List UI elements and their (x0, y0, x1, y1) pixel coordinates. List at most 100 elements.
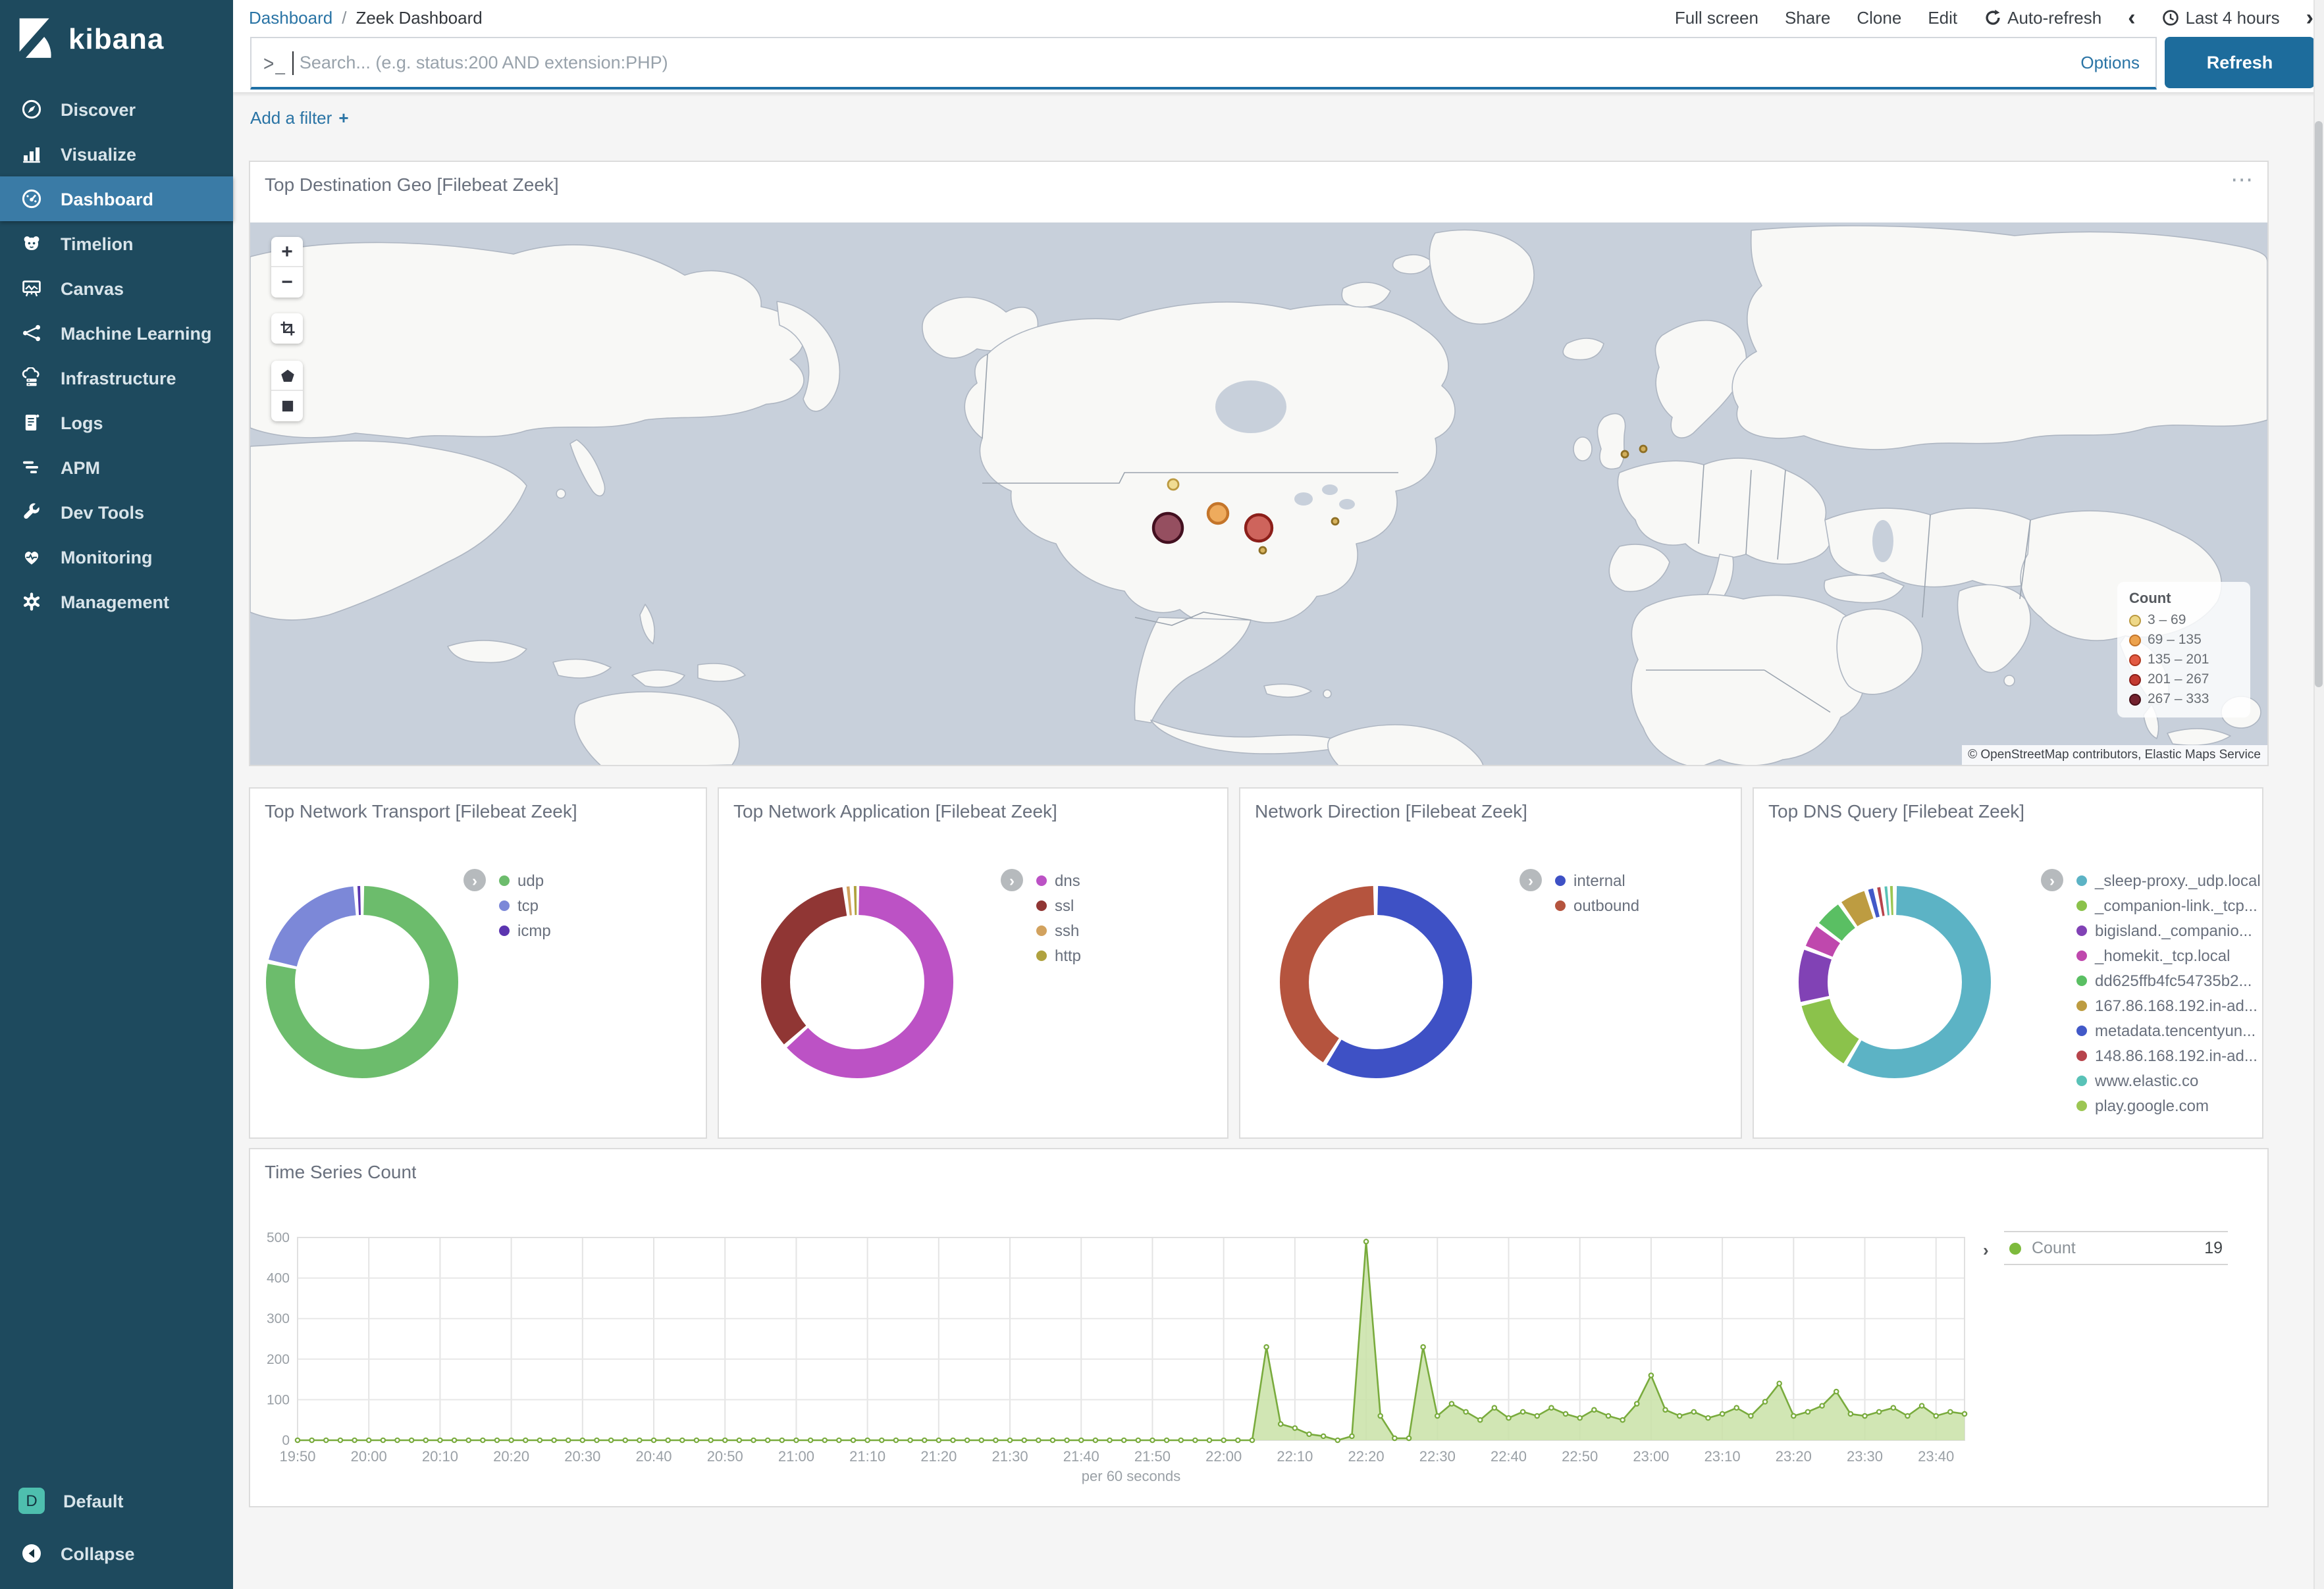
sidebar-bottom: D Default Collapse (0, 1478, 233, 1576)
legend-item[interactable]: tcp (499, 893, 551, 918)
collapse-button[interactable]: Collapse (0, 1531, 233, 1576)
data-point-marker (1206, 1437, 1213, 1444)
pie-slice-outbound[interactable] (1280, 886, 1472, 1078)
scrollbar-track[interactable] (2313, 0, 2324, 1589)
map-crop-button[interactable] (271, 313, 303, 344)
legend-expand-icon[interactable]: › (1983, 1240, 1989, 1260)
data-point-marker (551, 1437, 557, 1444)
geo-point[interactable] (1167, 478, 1180, 491)
top-menu-share[interactable]: Share (1784, 7, 1831, 27)
legend-item[interactable]: www.elastic.co (2076, 1068, 2261, 1093)
legend-color-dot (2076, 1100, 2087, 1110)
sidebar-item-logs[interactable]: Logs (0, 400, 233, 445)
legend-item[interactable]: ssh (1036, 918, 1081, 943)
series-name[interactable]: Count (2032, 1239, 2076, 1257)
pie-slice-dns[interactable] (761, 886, 953, 1078)
legend-item[interactable]: metadata.tencentyun... (2076, 1018, 2261, 1043)
data-point-marker (1662, 1407, 1668, 1413)
sidebar-item-visualize[interactable]: Visualize (0, 132, 233, 176)
legend-item[interactable]: 148.86.168.192.in-ad... (2076, 1043, 2261, 1068)
space-switcher-default[interactable]: D Default (0, 1478, 233, 1523)
add-filter-link[interactable]: Add a filter (250, 107, 332, 127)
sidebar-item-monitoring[interactable]: Monitoring (0, 534, 233, 579)
sidebar-item-timelion[interactable]: Timelion (0, 221, 233, 266)
sidebar-item-management[interactable]: Management (0, 579, 233, 624)
legend-color-dot (2076, 1050, 2087, 1060)
legend-expand-icon[interactable]: › (1001, 869, 1023, 891)
geo-point[interactable] (1151, 511, 1184, 544)
map-draw-rectangle-button[interactable] (271, 391, 303, 421)
map-zoom-out-button[interactable]: − (281, 271, 293, 294)
pie-slice-internal[interactable] (1280, 886, 1472, 1078)
legend-expand-icon[interactable]: › (2041, 869, 2063, 891)
legend-item[interactable]: play.google.com (2076, 1093, 2261, 1118)
legend-item[interactable]: outbound (1555, 893, 1639, 918)
map-viewport[interactable]: + − Count (250, 222, 2267, 765)
search-input[interactable] (296, 51, 2081, 74)
options-link[interactable]: Options (2080, 53, 2140, 72)
sidebar-item-dev-tools[interactable]: Dev Tools (0, 490, 233, 534)
geo-point[interactable] (1244, 513, 1274, 543)
map-draw-polygon-button[interactable] (271, 361, 303, 391)
auto-refresh-label: Auto-refresh (2007, 7, 2102, 27)
bucket-range-label: 135 – 201 (2148, 652, 2209, 667)
legend-item[interactable]: udp (499, 868, 551, 893)
data-point-marker (294, 1437, 301, 1444)
top-menu-clone[interactable]: Clone (1857, 7, 1902, 27)
top-menu-full-screen[interactable]: Full screen (1674, 7, 1758, 27)
top-menu-edit[interactable]: Edit (1928, 7, 1958, 27)
time-range-picker[interactable]: Last 4 hours (2162, 7, 2280, 27)
geo-point[interactable] (1620, 450, 1629, 459)
sidebar-item-dashboard[interactable]: Dashboard (0, 176, 233, 221)
pie-slice-bigisland._companio...[interactable] (1799, 886, 1991, 1078)
legend-item[interactable]: 167.86.168.192.in-ad... (2076, 993, 2261, 1018)
auto-refresh-button[interactable]: Auto-refresh (1984, 7, 2101, 27)
legend-item[interactable]: dns (1036, 868, 1081, 893)
time-prev-button[interactable]: ‹ (2128, 5, 2136, 30)
sidebar-item-machine-learning[interactable]: Machine Learning (0, 311, 233, 355)
legend-expand-icon[interactable]: › (463, 869, 486, 891)
legend-expand-icon[interactable]: › (1519, 869, 1542, 891)
legend-item[interactable]: internal (1555, 868, 1639, 893)
sidebar-item-label: Dashboard (61, 189, 154, 209)
map-zoom-in-button[interactable]: + (271, 237, 303, 267)
bucket-color-dot (2129, 673, 2141, 685)
data-point-marker (907, 1437, 913, 1444)
breadcrumb-dashboard-link[interactable]: Dashboard (249, 7, 333, 27)
geo-point[interactable] (1331, 517, 1340, 526)
legend-color-dot (1036, 875, 1047, 885)
legend-item[interactable]: ssl (1036, 893, 1081, 918)
data-point-marker (494, 1437, 500, 1444)
sidebar-item-canvas[interactable]: Canvas (0, 266, 233, 311)
donut-panel-row: Top Network Transport [Filebeat Zeek] › ud… (249, 787, 2269, 1139)
add-filter-plus-icon[interactable]: + (338, 107, 349, 127)
data-point-marker (408, 1437, 415, 1444)
sidebar-item-discover[interactable]: Discover (0, 87, 233, 132)
legend-item[interactable]: _companion-link._tcp... (2076, 893, 2261, 918)
legend-item[interactable]: _homekit._tcp.local (2076, 943, 2261, 968)
x-axis-title: per 60 seconds (1082, 1468, 1180, 1484)
pie-slice-ssl[interactable] (761, 886, 953, 1078)
sidebar-item-label: Infrastructure (61, 368, 176, 388)
legend-item[interactable]: _sleep-proxy._udp.local (2076, 868, 2261, 893)
legend-item[interactable]: dd625ffb4fc54735b2... (2076, 968, 2261, 993)
pie-slice-http[interactable] (761, 886, 953, 1078)
refresh-button[interactable]: Refresh (2165, 37, 2315, 88)
sidebar-item-apm[interactable]: APM (0, 445, 233, 490)
legend-item[interactable]: icmp (499, 918, 551, 943)
panel-menu-icon[interactable]: ⋯ (2231, 167, 2254, 192)
legend-item[interactable]: bigisland._companio... (2076, 918, 2261, 943)
geo-point[interactable] (1639, 444, 1648, 454)
time-next-button[interactable]: › (2306, 5, 2313, 30)
pie-slice-udp[interactable] (266, 886, 458, 1078)
kibana-logo[interactable]: kibana (0, 0, 233, 79)
kibana-logo-icon (16, 17, 55, 62)
geo-point[interactable] (1206, 502, 1230, 525)
sidebar-item-infrastructure[interactable]: Infrastructure (0, 355, 233, 400)
pie-slice-_sleep-proxy._udp.local[interactable] (1799, 886, 1991, 1078)
data-point-marker (1277, 1421, 1284, 1427)
geo-point[interactable] (1258, 546, 1267, 555)
scrollbar-thumb[interactable] (2315, 121, 2323, 687)
legend-item[interactable]: http (1036, 943, 1081, 968)
